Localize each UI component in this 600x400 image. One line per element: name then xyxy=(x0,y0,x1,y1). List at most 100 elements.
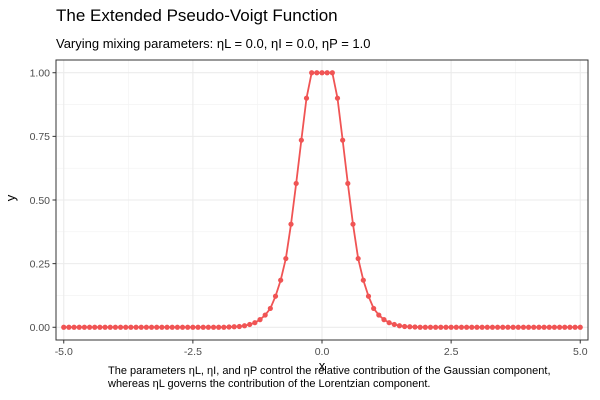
data-point xyxy=(531,324,537,330)
data-point xyxy=(345,180,351,187)
data-point xyxy=(324,70,330,76)
data-point xyxy=(453,324,459,330)
x-tick-label: 5.0 xyxy=(573,346,588,358)
data-point xyxy=(402,323,408,330)
data-point xyxy=(407,324,413,330)
data-point xyxy=(200,324,206,330)
data-point xyxy=(360,277,366,283)
data-point xyxy=(474,324,480,330)
data-point xyxy=(205,324,211,330)
data-point xyxy=(448,324,454,330)
caption-line-2: whereas ηL governs the contribution of t… xyxy=(107,378,430,390)
data-point xyxy=(231,324,237,330)
data-point xyxy=(572,324,578,330)
data-point xyxy=(556,324,563,330)
data-point xyxy=(128,324,134,330)
data-point xyxy=(536,324,542,330)
data-point xyxy=(510,324,516,330)
data-point xyxy=(505,324,511,330)
data-point xyxy=(164,324,170,330)
data-point xyxy=(76,324,82,330)
data-point xyxy=(298,137,304,143)
data-point xyxy=(123,324,129,330)
data-point xyxy=(174,324,180,330)
data-point xyxy=(567,324,573,330)
data-point xyxy=(288,221,294,227)
x-tick-label: 0.0 xyxy=(315,346,330,358)
grid xyxy=(56,60,588,340)
data-point xyxy=(97,324,103,330)
data-point xyxy=(340,137,346,143)
chart-subtitle: Varying mixing parameters: ηL = 0.0, ηI … xyxy=(56,36,370,51)
axis-ticks: -5.0 -2.5 0.0 2.5 5.0 0.00 0.25 0.50 0.75 1.00 xyxy=(30,68,588,358)
data-point xyxy=(226,324,232,330)
data-point xyxy=(61,324,67,330)
data-point xyxy=(252,320,258,326)
data-point xyxy=(169,324,175,330)
data-point xyxy=(396,323,403,329)
data-point xyxy=(562,324,568,330)
data-point xyxy=(138,324,144,330)
data-point xyxy=(350,221,356,227)
data-point xyxy=(81,324,88,330)
data-point xyxy=(241,323,248,329)
data-point xyxy=(293,180,299,187)
y-tick-label: 0.25 xyxy=(30,258,51,270)
data-point xyxy=(541,324,547,330)
data-point xyxy=(427,324,434,330)
data-point xyxy=(185,324,191,330)
data-point xyxy=(221,324,227,330)
data-point xyxy=(283,255,289,262)
data-point xyxy=(376,312,382,318)
data-point xyxy=(438,324,444,330)
caption-line-1: The parameters ηL, ηI, and ηP control th… xyxy=(108,365,551,377)
data-point xyxy=(190,324,196,330)
data-point xyxy=(236,323,242,330)
y-tick-label: 0.75 xyxy=(30,131,51,143)
data-point xyxy=(314,70,320,76)
data-point xyxy=(247,321,253,328)
data-point xyxy=(66,324,72,330)
y-tick-label: 1.00 xyxy=(30,68,51,80)
data-point xyxy=(443,324,449,330)
data-point xyxy=(71,324,77,330)
data-point xyxy=(86,324,93,330)
data-point xyxy=(365,293,372,299)
data-point xyxy=(262,312,268,318)
data-point xyxy=(386,320,392,326)
data-point xyxy=(195,324,201,330)
data-point xyxy=(92,324,98,330)
chart-title: The Extended Pseudo-Voigt Function xyxy=(56,6,338,25)
data-point xyxy=(329,70,335,76)
data-point xyxy=(112,324,118,330)
data-point xyxy=(433,324,439,330)
y-tick-label: 0.50 xyxy=(30,195,51,207)
data-point xyxy=(391,321,397,328)
data-point xyxy=(577,324,583,330)
data-point xyxy=(464,324,470,330)
data-point xyxy=(417,324,423,330)
data-point xyxy=(334,95,341,101)
data-point xyxy=(303,95,310,101)
data-point xyxy=(469,324,475,330)
data-point xyxy=(422,324,428,330)
data-point xyxy=(489,324,496,330)
x-axis-title: x xyxy=(319,358,326,373)
data-point xyxy=(484,324,490,330)
data-point xyxy=(148,324,155,330)
data-point xyxy=(272,293,279,299)
data-point xyxy=(210,324,217,330)
data-point xyxy=(159,324,165,330)
data-point xyxy=(479,324,485,330)
data-point xyxy=(179,324,186,330)
data-point xyxy=(495,324,501,330)
data-point xyxy=(500,324,506,330)
series-layer xyxy=(61,70,583,330)
x-tick-label: -2.5 xyxy=(184,346,202,358)
data-point xyxy=(371,305,377,312)
data-point xyxy=(355,255,361,262)
data-point xyxy=(551,324,558,330)
data-point xyxy=(102,324,108,330)
data-point xyxy=(515,324,521,330)
